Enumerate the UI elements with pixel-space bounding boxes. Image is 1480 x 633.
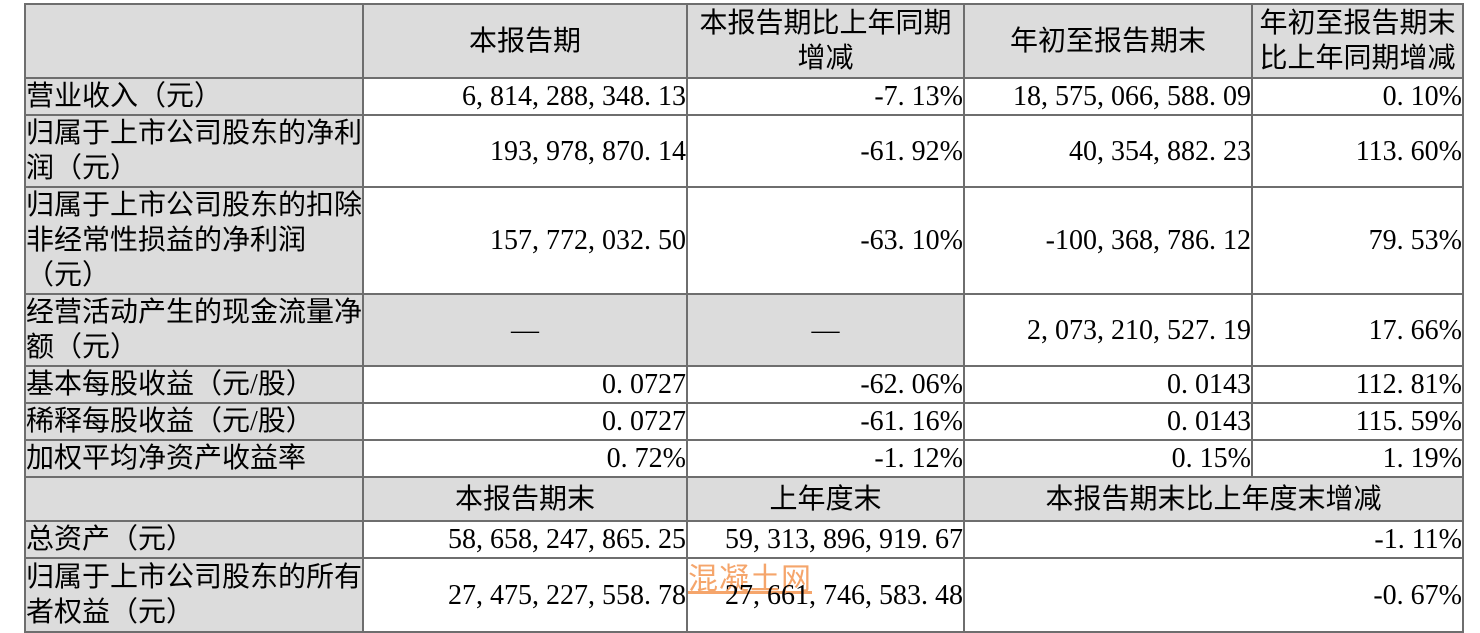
table-row-net-profit-excl-nonrecurring: 归属于上市公司股东的扣除非经常性损益的净利润（元） 157, 772, 032.… xyxy=(24,186,1464,295)
cell-value: -61. 16% xyxy=(686,402,965,441)
cell-value: 27, 661, 746, 583. 48 xyxy=(686,557,965,633)
cell-value: 2, 073, 210, 527. 19 xyxy=(963,293,1253,367)
row-label: 营业收入（元） xyxy=(24,77,364,116)
table-row-operating-cash-flow: 经营活动产生的现金流量净额（元） — — 2, 073, 210, 527. 1… xyxy=(24,293,1464,367)
row-label: 总资产（元） xyxy=(24,520,364,559)
cell-value: 115. 59% xyxy=(1251,402,1464,441)
column-header-ytd-yoy-change: 年初至报告期末比上年同期增减 xyxy=(1251,3,1464,79)
cell-value-empty: — xyxy=(686,293,965,367)
cell-value: -1. 12% xyxy=(686,439,965,478)
table-row-total-assets: 总资产（元） 58, 658, 247, 865. 25 59, 313, 89… xyxy=(24,520,1464,559)
table-row-diluted-eps: 稀释每股收益（元/股） 0. 0727 -61. 16% 0. 0143 115… xyxy=(24,402,1464,441)
financial-summary-table: 本报告期 本报告期比上年同期增减 年初至报告期末 年初至报告期末比上年同期增减 … xyxy=(24,3,1464,633)
cell-value: 0. 10% xyxy=(1251,77,1464,116)
column-header-yoy-change: 本报告期比上年同期增减 xyxy=(686,3,965,79)
row-label: 基本每股收益（元/股） xyxy=(24,365,364,404)
table-row-basic-eps: 基本每股收益（元/股） 0. 0727 -62. 06% 0. 0143 112… xyxy=(24,365,1464,404)
header-row-period: 本报告期 本报告期比上年同期增减 年初至报告期末 年初至报告期末比上年同期增减 xyxy=(24,3,1464,79)
cell-value: 58, 658, 247, 865. 25 xyxy=(362,520,688,559)
column-header-current-period: 本报告期 xyxy=(362,3,688,79)
cell-value-empty: — xyxy=(362,293,688,367)
cell-value: 6, 814, 288, 348. 13 xyxy=(362,77,688,116)
cell-value: 59, 313, 896, 919. 67 xyxy=(686,520,965,559)
cell-value: 0. 0143 xyxy=(963,402,1253,441)
cell-value: 0. 72% xyxy=(362,439,688,478)
cell-value: 0. 0727 xyxy=(362,365,688,404)
row-label: 加权平均净资产收益率 xyxy=(24,439,364,478)
row-label: 稀释每股收益（元/股） xyxy=(24,402,364,441)
corner-cell xyxy=(24,3,364,79)
row-label: 归属于上市公司股东的净利润（元） xyxy=(24,114,364,188)
cell-value: 0. 0143 xyxy=(963,365,1253,404)
cell-value: -1. 11% xyxy=(963,520,1464,559)
cell-value: 40, 354, 882. 23 xyxy=(963,114,1253,188)
cell-value: 1. 19% xyxy=(1251,439,1464,478)
cell-value: -62. 06% xyxy=(686,365,965,404)
table-row-shareholders-equity: 归属于上市公司股东的所有者权益（元） 27, 475, 227, 558. 78… xyxy=(24,557,1464,633)
cell-value: 113. 60% xyxy=(1251,114,1464,188)
cell-value: 17. 66% xyxy=(1251,293,1464,367)
row-label: 经营活动产生的现金流量净额（元） xyxy=(24,293,364,367)
cell-value: 27, 475, 227, 558. 78 xyxy=(362,557,688,633)
cell-value: 112. 81% xyxy=(1251,365,1464,404)
cell-value: 157, 772, 032. 50 xyxy=(362,186,688,295)
cell-value: 193, 978, 870. 14 xyxy=(362,114,688,188)
table-row-revenue: 营业收入（元） 6, 814, 288, 348. 13 -7. 13% 18,… xyxy=(24,77,1464,116)
cell-value: -7. 13% xyxy=(686,77,965,116)
corner-cell xyxy=(24,476,364,522)
table-row-net-profit: 归属于上市公司股东的净利润（元） 193, 978, 870. 14 -61. … xyxy=(24,114,1464,188)
row-label: 归属于上市公司股东的扣除非经常性损益的净利润（元） xyxy=(24,186,364,295)
cell-value: 0. 15% xyxy=(963,439,1253,478)
cell-value: -100, 368, 786. 12 xyxy=(963,186,1253,295)
cell-value: -63. 10% xyxy=(686,186,965,295)
cell-value: -0. 67% xyxy=(963,557,1464,633)
cell-value: 79. 53% xyxy=(1251,186,1464,295)
column-header-ytd: 年初至报告期末 xyxy=(963,3,1253,79)
cell-value: 18, 575, 066, 588. 09 xyxy=(963,77,1253,116)
table-row-weighted-avg-roe: 加权平均净资产收益率 0. 72% -1. 12% 0. 15% 1. 19% xyxy=(24,439,1464,478)
column-header-current-period-end: 本报告期末 xyxy=(362,476,688,522)
header-row-period-end: 本报告期末 上年度末 本报告期末比上年度末增减 xyxy=(24,476,1464,522)
cell-value: 0. 0727 xyxy=(362,402,688,441)
cell-value: -61. 92% xyxy=(686,114,965,188)
column-header-prior-year-end: 上年度末 xyxy=(686,476,965,522)
column-header-change-vs-prior-year-end: 本报告期末比上年度末增减 xyxy=(963,476,1464,522)
row-label: 归属于上市公司股东的所有者权益（元） xyxy=(24,557,364,633)
